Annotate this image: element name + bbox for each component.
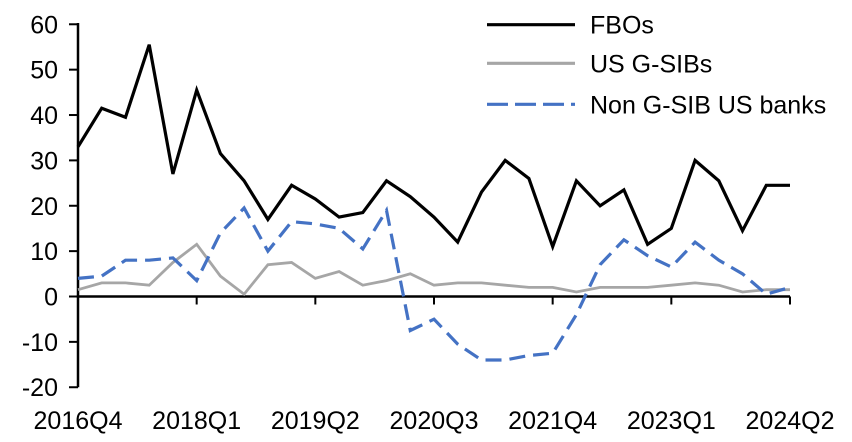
y-tick-label: -10	[22, 329, 58, 357]
series-layer	[76, 44, 791, 362]
x-tick-label: 2023Q1	[627, 407, 716, 435]
series-line-non-g-sib-us-banks	[77, 205, 791, 362]
legend-label-us-g-sibs: US G-SIBs	[590, 50, 712, 78]
legend-label-fbos: FBOs	[590, 12, 654, 40]
y-tick-label: 0	[44, 284, 58, 312]
y-tick-label: 10	[30, 238, 58, 266]
y-tick-label: -20	[22, 374, 58, 402]
x-tick-label: 2021Q4	[508, 407, 597, 435]
chart-legend: FBOs US G-SIBs Non G-SIB US banks	[487, 12, 826, 119]
axes-layer: 60 50 40 30 20 10 0 -10 -20 2016Q4 2018Q1 2019Q2 202…	[22, 11, 835, 435]
series-line-fbos	[76, 44, 790, 252]
x-tick-label: 2020Q3	[390, 407, 479, 435]
x-tick-label: 2019Q2	[271, 407, 360, 435]
series-line-us-g-sibs	[77, 242, 790, 297]
legend-label-non-g-sib-us-banks: Non G-SIB US banks	[590, 91, 826, 119]
x-tick-label: 2024Q2	[746, 407, 835, 435]
y-tick-label: 30	[30, 147, 58, 175]
y-tick-label: 20	[30, 193, 58, 221]
y-tick-label: 40	[30, 102, 58, 130]
y-tick-label: 50	[30, 57, 58, 85]
x-tick-label: 2018Q1	[152, 407, 241, 435]
x-tick-label: 2016Q4	[34, 407, 123, 435]
y-tick-label: 60	[30, 11, 58, 39]
